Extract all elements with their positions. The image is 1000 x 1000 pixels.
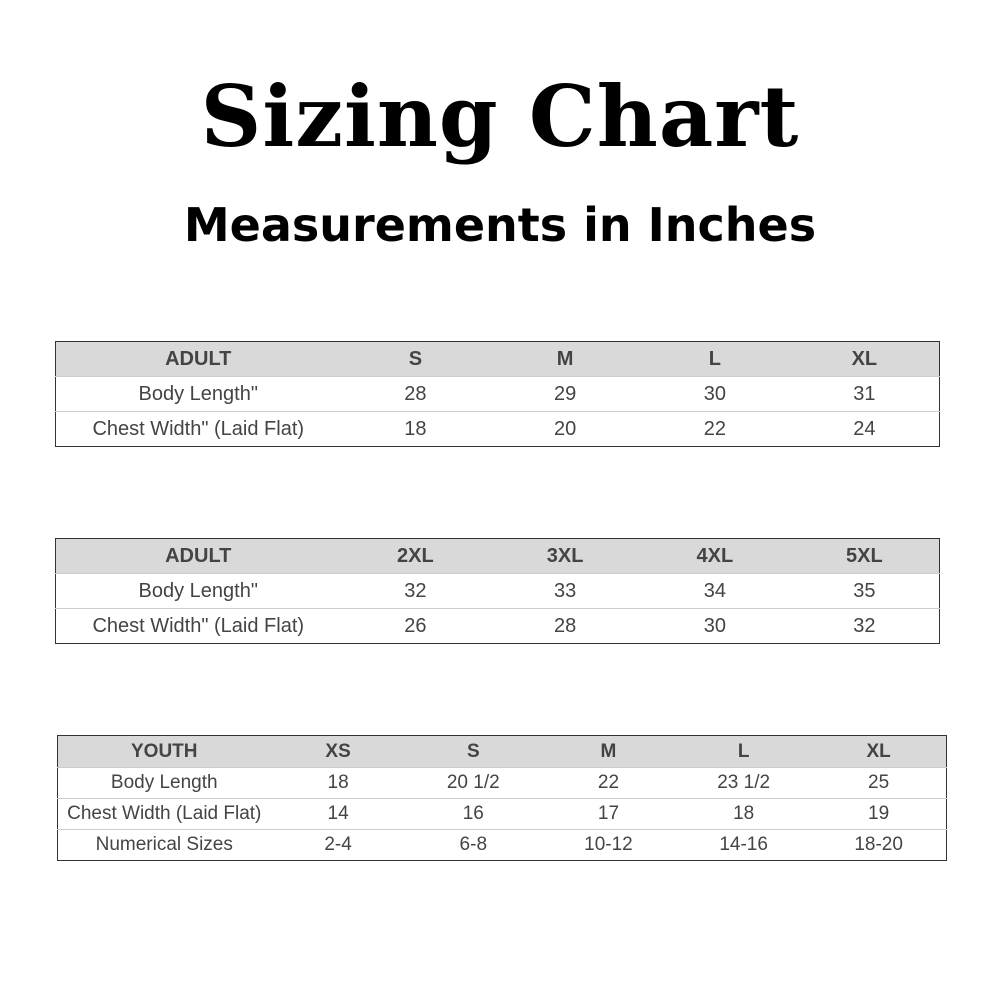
table-row: Body Length 18 20 1/2 22 23 1/2 25 xyxy=(57,767,947,799)
category-header: ADULT xyxy=(55,538,341,574)
measurement-value: 18 xyxy=(340,411,491,447)
measurement-value: 26 xyxy=(340,608,491,644)
measurement-value: 28 xyxy=(340,376,491,412)
measurement-label: Body Length xyxy=(57,767,271,799)
page-title: Sizing Chart xyxy=(200,67,800,166)
measurement-label: Body Length" xyxy=(55,573,341,609)
size-header: M xyxy=(490,341,640,377)
measurement-value: 30 xyxy=(640,608,790,644)
measurement-label: Numerical Sizes xyxy=(57,829,271,861)
measurement-value: 23 1/2 xyxy=(676,767,812,799)
size-header: 2XL xyxy=(340,538,491,574)
table-row: Chest Width (Laid Flat) 14 16 17 18 19 xyxy=(57,798,947,830)
measurement-value: 32 xyxy=(340,573,491,609)
size-header: XL xyxy=(811,735,947,768)
measurement-value: 10-12 xyxy=(540,829,677,861)
measurement-value: 20 1/2 xyxy=(405,767,541,799)
measurement-value: 18 xyxy=(676,798,812,830)
measurement-value: 19 xyxy=(811,798,947,830)
measurement-value: 30 xyxy=(640,376,790,412)
size-header: M xyxy=(540,735,677,768)
category-header: YOUTH xyxy=(57,735,271,768)
measurement-value: 18-20 xyxy=(811,829,947,861)
measurement-value: 33 xyxy=(490,573,640,609)
adult-size-table-2: ADULT 2XL 3XL 4XL 5XL Body Length" 32 33 34 35 Che… xyxy=(55,538,940,644)
adult-size-table-1: ADULT S M L XL Body Length" 28 29 30 31 Chest Widt… xyxy=(55,341,940,447)
size-header: 4XL xyxy=(640,538,790,574)
size-header: S xyxy=(340,341,491,377)
header-row: YOUTH XS S M L XL xyxy=(57,735,947,768)
size-header: L xyxy=(676,735,812,768)
table-row: Chest Width" (Laid Flat) 18 20 22 24 xyxy=(55,411,940,447)
header-row: ADULT S M L XL xyxy=(55,341,940,377)
size-header: 3XL xyxy=(490,538,640,574)
measurement-value: 31 xyxy=(789,376,940,412)
measurement-value: 20 xyxy=(490,411,640,447)
table-row: Body Length" 32 33 34 35 xyxy=(55,573,940,609)
measurement-value: 32 xyxy=(789,608,940,644)
measurement-value: 22 xyxy=(640,411,790,447)
measurement-value: 28 xyxy=(490,608,640,644)
measurement-label: Body Length" xyxy=(55,376,341,412)
size-header: XS xyxy=(270,735,406,768)
measurement-label: Chest Width" (Laid Flat) xyxy=(55,411,341,447)
measurement-value: 35 xyxy=(789,573,940,609)
table-row: Numerical Sizes 2-4 6-8 10-12 14-16 18-20 xyxy=(57,829,947,861)
page-subtitle: Measurements in Inches xyxy=(183,198,817,252)
measurement-value: 22 xyxy=(540,767,677,799)
size-header: S xyxy=(405,735,541,768)
youth-size-table: YOUTH XS S M L XL Body Length 18 20 1/2 22 23 1/2 2… xyxy=(57,735,947,861)
size-header: 5XL xyxy=(789,538,940,574)
measurement-value: 2-4 xyxy=(270,829,406,861)
measurement-label: Chest Width (Laid Flat) xyxy=(57,798,271,830)
measurement-value: 29 xyxy=(490,376,640,412)
measurement-value: 14 xyxy=(270,798,406,830)
category-header: ADULT xyxy=(55,341,341,377)
table-row: Body Length" 28 29 30 31 xyxy=(55,376,940,412)
table-row: Chest Width" (Laid Flat) 26 28 30 32 xyxy=(55,608,940,644)
size-header: XL xyxy=(789,341,940,377)
measurement-value: 25 xyxy=(811,767,947,799)
size-header: L xyxy=(640,341,790,377)
measurement-value: 34 xyxy=(640,573,790,609)
header-row: ADULT 2XL 3XL 4XL 5XL xyxy=(55,538,940,574)
measurement-value: 24 xyxy=(789,411,940,447)
measurement-value: 14-16 xyxy=(676,829,812,861)
measurement-label: Chest Width" (Laid Flat) xyxy=(55,608,341,644)
measurement-value: 6-8 xyxy=(405,829,541,861)
measurement-value: 17 xyxy=(540,798,677,830)
measurement-value: 16 xyxy=(405,798,541,830)
measurement-value: 18 xyxy=(270,767,406,799)
